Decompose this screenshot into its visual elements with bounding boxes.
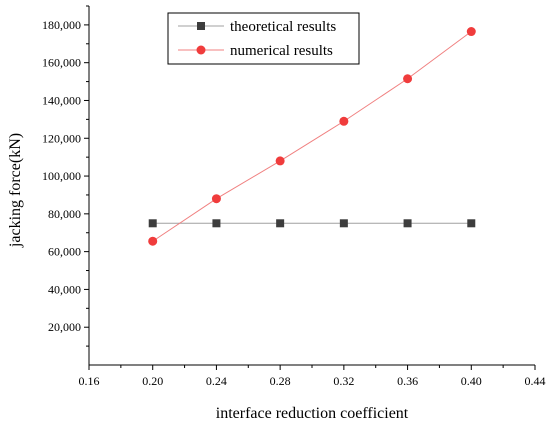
data-point-square bbox=[212, 219, 221, 228]
y-tick-label: 60,000 bbox=[48, 245, 81, 259]
data-point-circle bbox=[211, 194, 221, 204]
legend-box bbox=[167, 12, 360, 65]
series-line bbox=[152, 31, 472, 242]
legend-marker-circle bbox=[196, 45, 206, 55]
x-axis-title: interface reduction coefficient bbox=[216, 405, 409, 422]
data-point-square bbox=[339, 219, 348, 228]
data-point-circle bbox=[339, 116, 349, 126]
data-point-square bbox=[467, 219, 476, 228]
data-point-square bbox=[403, 219, 412, 228]
x-axis-ticks: 0.16 0.20 0.24 0.28 0.32 0.36 0.40 0.44 bbox=[79, 365, 546, 388]
series-layer bbox=[148, 27, 476, 246]
x-tick-label: 0.16 bbox=[79, 374, 100, 388]
x-tick-label: 0.40 bbox=[461, 374, 482, 388]
y-tick-label: 160,000 bbox=[42, 56, 81, 70]
y-tick-label: 100,000 bbox=[42, 169, 81, 183]
legend: theoretical results numerical results bbox=[167, 12, 360, 65]
x-tick-label: 0.44 bbox=[525, 374, 546, 388]
y-axis-ticks: 20,000 40,000 60,000 80,000 100,000 120,000 14… bbox=[42, 5, 89, 347]
data-point-circle bbox=[403, 74, 413, 84]
y-tick-label: 180,000 bbox=[42, 18, 81, 32]
legend-label: theoretical results bbox=[230, 19, 336, 35]
x-tick-label: 0.32 bbox=[333, 374, 354, 388]
data-point-circle bbox=[466, 27, 476, 37]
x-tick-label: 0.28 bbox=[270, 374, 291, 388]
legend-label: numerical results bbox=[230, 43, 333, 59]
data-point-circle bbox=[275, 156, 285, 166]
legend-marker-square bbox=[197, 22, 205, 30]
y-axis-title: jacking force(kN) bbox=[7, 133, 24, 248]
x-tick-label: 0.20 bbox=[142, 374, 163, 388]
y-tick-label: 20,000 bbox=[48, 320, 81, 334]
data-point-square bbox=[148, 219, 157, 228]
data-point-circle bbox=[148, 236, 158, 246]
x-tick-label: 0.24 bbox=[206, 374, 227, 388]
data-point-square bbox=[276, 219, 285, 228]
y-tick-label: 40,000 bbox=[48, 282, 81, 296]
y-tick-label: 120,000 bbox=[42, 131, 81, 145]
y-tick-label: 140,000 bbox=[42, 93, 81, 107]
y-tick-label: 80,000 bbox=[48, 207, 81, 221]
x-tick-label: 0.36 bbox=[397, 374, 418, 388]
